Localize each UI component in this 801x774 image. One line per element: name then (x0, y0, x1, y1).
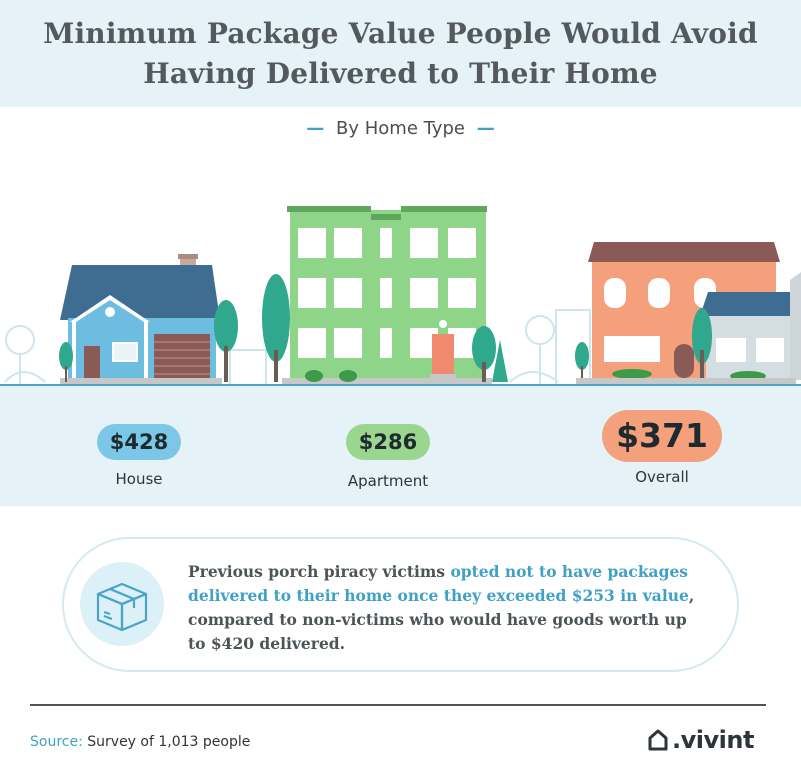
apartment-windows (298, 228, 476, 358)
callout-box (62, 537, 739, 672)
logo-text: .vivint (672, 726, 754, 754)
background-outline-trees (4, 309, 591, 386)
stat-house-value: $428 (97, 424, 181, 460)
callout-icon-circle (80, 562, 164, 646)
page-title-line-2: Having Delivered to Their Home (143, 56, 658, 90)
stat-apartment-value: $286 (346, 424, 430, 460)
source-text: Survey of 1,013 people (87, 734, 251, 750)
house-outline-icon (648, 729, 668, 751)
title-band: Minimum Package Value People Would Avoid… (0, 0, 801, 107)
townhome-illustration (575, 242, 801, 384)
source-note: Source: Survey of 1,013 people (30, 734, 250, 750)
callout-text-highlight: opted not to have packages delivered to … (188, 562, 689, 605)
vivint-logo: .vivint (648, 725, 754, 755)
stat-overall-value: $371 (602, 410, 722, 462)
stat-house-label: House (115, 470, 163, 488)
callout-text-after: , compared to non-victims who would have… (188, 586, 695, 653)
stat-apartment-label: Apartment (347, 472, 429, 490)
subtitle-text: By Home Type (336, 118, 465, 139)
callout-text-before: Previous porch piracy victims (188, 562, 451, 581)
apartment-illustration (262, 206, 508, 384)
homes-illustration (0, 206, 801, 388)
stat-overall: $371 Overall (602, 410, 722, 486)
stat-overall-label: Overall (635, 468, 689, 486)
subtitle: — By Home Type — (0, 118, 801, 139)
house-illustration (59, 254, 238, 384)
page-title-line-1: Minimum Package Value People Would Avoid (43, 16, 758, 50)
stat-house: $428 House (96, 424, 182, 488)
footer-divider (30, 704, 766, 706)
subtitle-dash-right: — (476, 118, 495, 139)
source-label: Source: (30, 734, 83, 750)
subtitle-dash-left: — (306, 118, 325, 139)
callout-text: Previous porch piracy victims opted not … (188, 560, 708, 656)
package-box-icon (96, 582, 148, 632)
stat-apartment: $286 Apartment (336, 424, 440, 490)
